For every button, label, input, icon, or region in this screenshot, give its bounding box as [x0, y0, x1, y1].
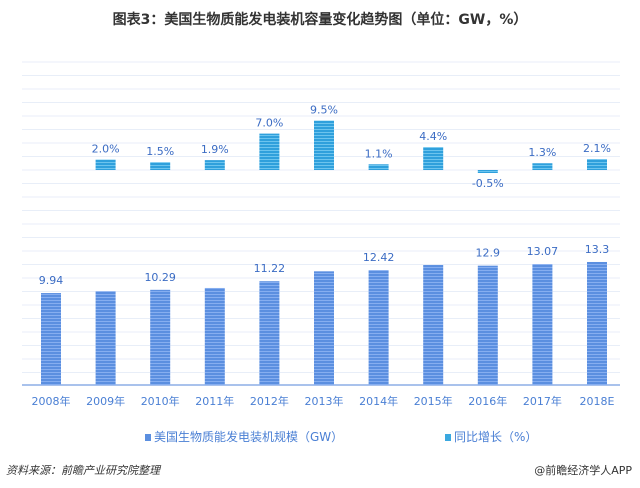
capacity-data-label: 13.07: [527, 245, 559, 258]
brand-credit: @前瞻经济学人APP: [534, 464, 632, 477]
capacity-data-label: 12.42: [363, 251, 395, 264]
capacity-bar: [95, 291, 116, 385]
capacity-bar: [477, 265, 498, 385]
growth-data-label: 1.1%: [365, 147, 393, 160]
legend-label: 美国生物质能发电装机规模（GW）: [154, 430, 344, 444]
capacity-bar: [587, 261, 607, 385]
capacity-bar: [423, 265, 444, 385]
x-tick-label: 2013年: [305, 394, 344, 408]
growth-bar: [368, 164, 389, 170]
growth-bar: [204, 160, 225, 170]
x-tick-label: 2016年: [468, 394, 507, 408]
capacity-data-label: 10.29: [144, 271, 176, 284]
capacity-bar: [532, 264, 553, 385]
legend-item-capacity: 美国生物质能发电装机规模（GW）: [145, 428, 343, 445]
capacity-bar: [150, 289, 171, 385]
growth-bar: [150, 162, 171, 170]
growth-bar: [95, 159, 116, 170]
growth-data-label: 4.4%: [419, 130, 447, 143]
chart-title: 图表3：美国生物质能发电装机容量变化趋势图（单位：GW，%）: [112, 12, 528, 28]
capacity-bar: [259, 281, 280, 385]
x-tick-label: 2008年: [32, 394, 71, 408]
capacity-data-label: 13.3: [585, 243, 610, 256]
growth-data-label: 7.0%: [255, 117, 283, 130]
x-tick-label: 2011年: [195, 394, 234, 408]
growth-bar: [423, 147, 444, 170]
x-tick-label: 2014年: [359, 394, 398, 408]
x-tick-label: 2010年: [141, 394, 180, 408]
growth-data-label: 1.3%: [528, 146, 556, 159]
growth-bar: [259, 133, 280, 170]
growth-bar: [532, 163, 553, 170]
x-tick-label: 2015年: [414, 394, 453, 408]
legend-swatch: [145, 434, 151, 441]
capacity-bar: [314, 271, 334, 385]
source-note: 资料来源：前瞻产业研究院整理: [6, 464, 160, 477]
legend-item-growth: 同比增长（%）: [445, 428, 537, 445]
capacity-data-label: 9.94: [39, 274, 64, 287]
growth-bar: [587, 159, 607, 170]
capacity-bar: [41, 293, 61, 385]
growth-data-label: 1.5%: [146, 145, 174, 158]
x-tick-label: 2012年: [250, 394, 289, 408]
growth-data-label: 2.0%: [92, 143, 120, 156]
x-tick-label: 2017年: [523, 394, 562, 408]
growth-data-label: -0.5%: [472, 177, 504, 190]
x-tick-label: 2018E: [580, 395, 615, 408]
x-tick-label: 2009年: [86, 394, 125, 408]
growth-data-label: 9.5%: [310, 104, 338, 117]
legend-swatch: [445, 434, 451, 441]
capacity-bar: [204, 287, 225, 385]
capacity-bar: [368, 270, 389, 385]
growth-bar: [477, 170, 498, 173]
growth-data-label: 2.1%: [583, 142, 611, 155]
capacity-data-label: 12.9: [476, 247, 501, 260]
growth-data-label: 1.9%: [201, 143, 229, 156]
growth-bar: [314, 120, 334, 170]
capacity-data-label: 11.22: [254, 262, 286, 275]
legend-label: 同比增长（%）: [454, 430, 538, 444]
